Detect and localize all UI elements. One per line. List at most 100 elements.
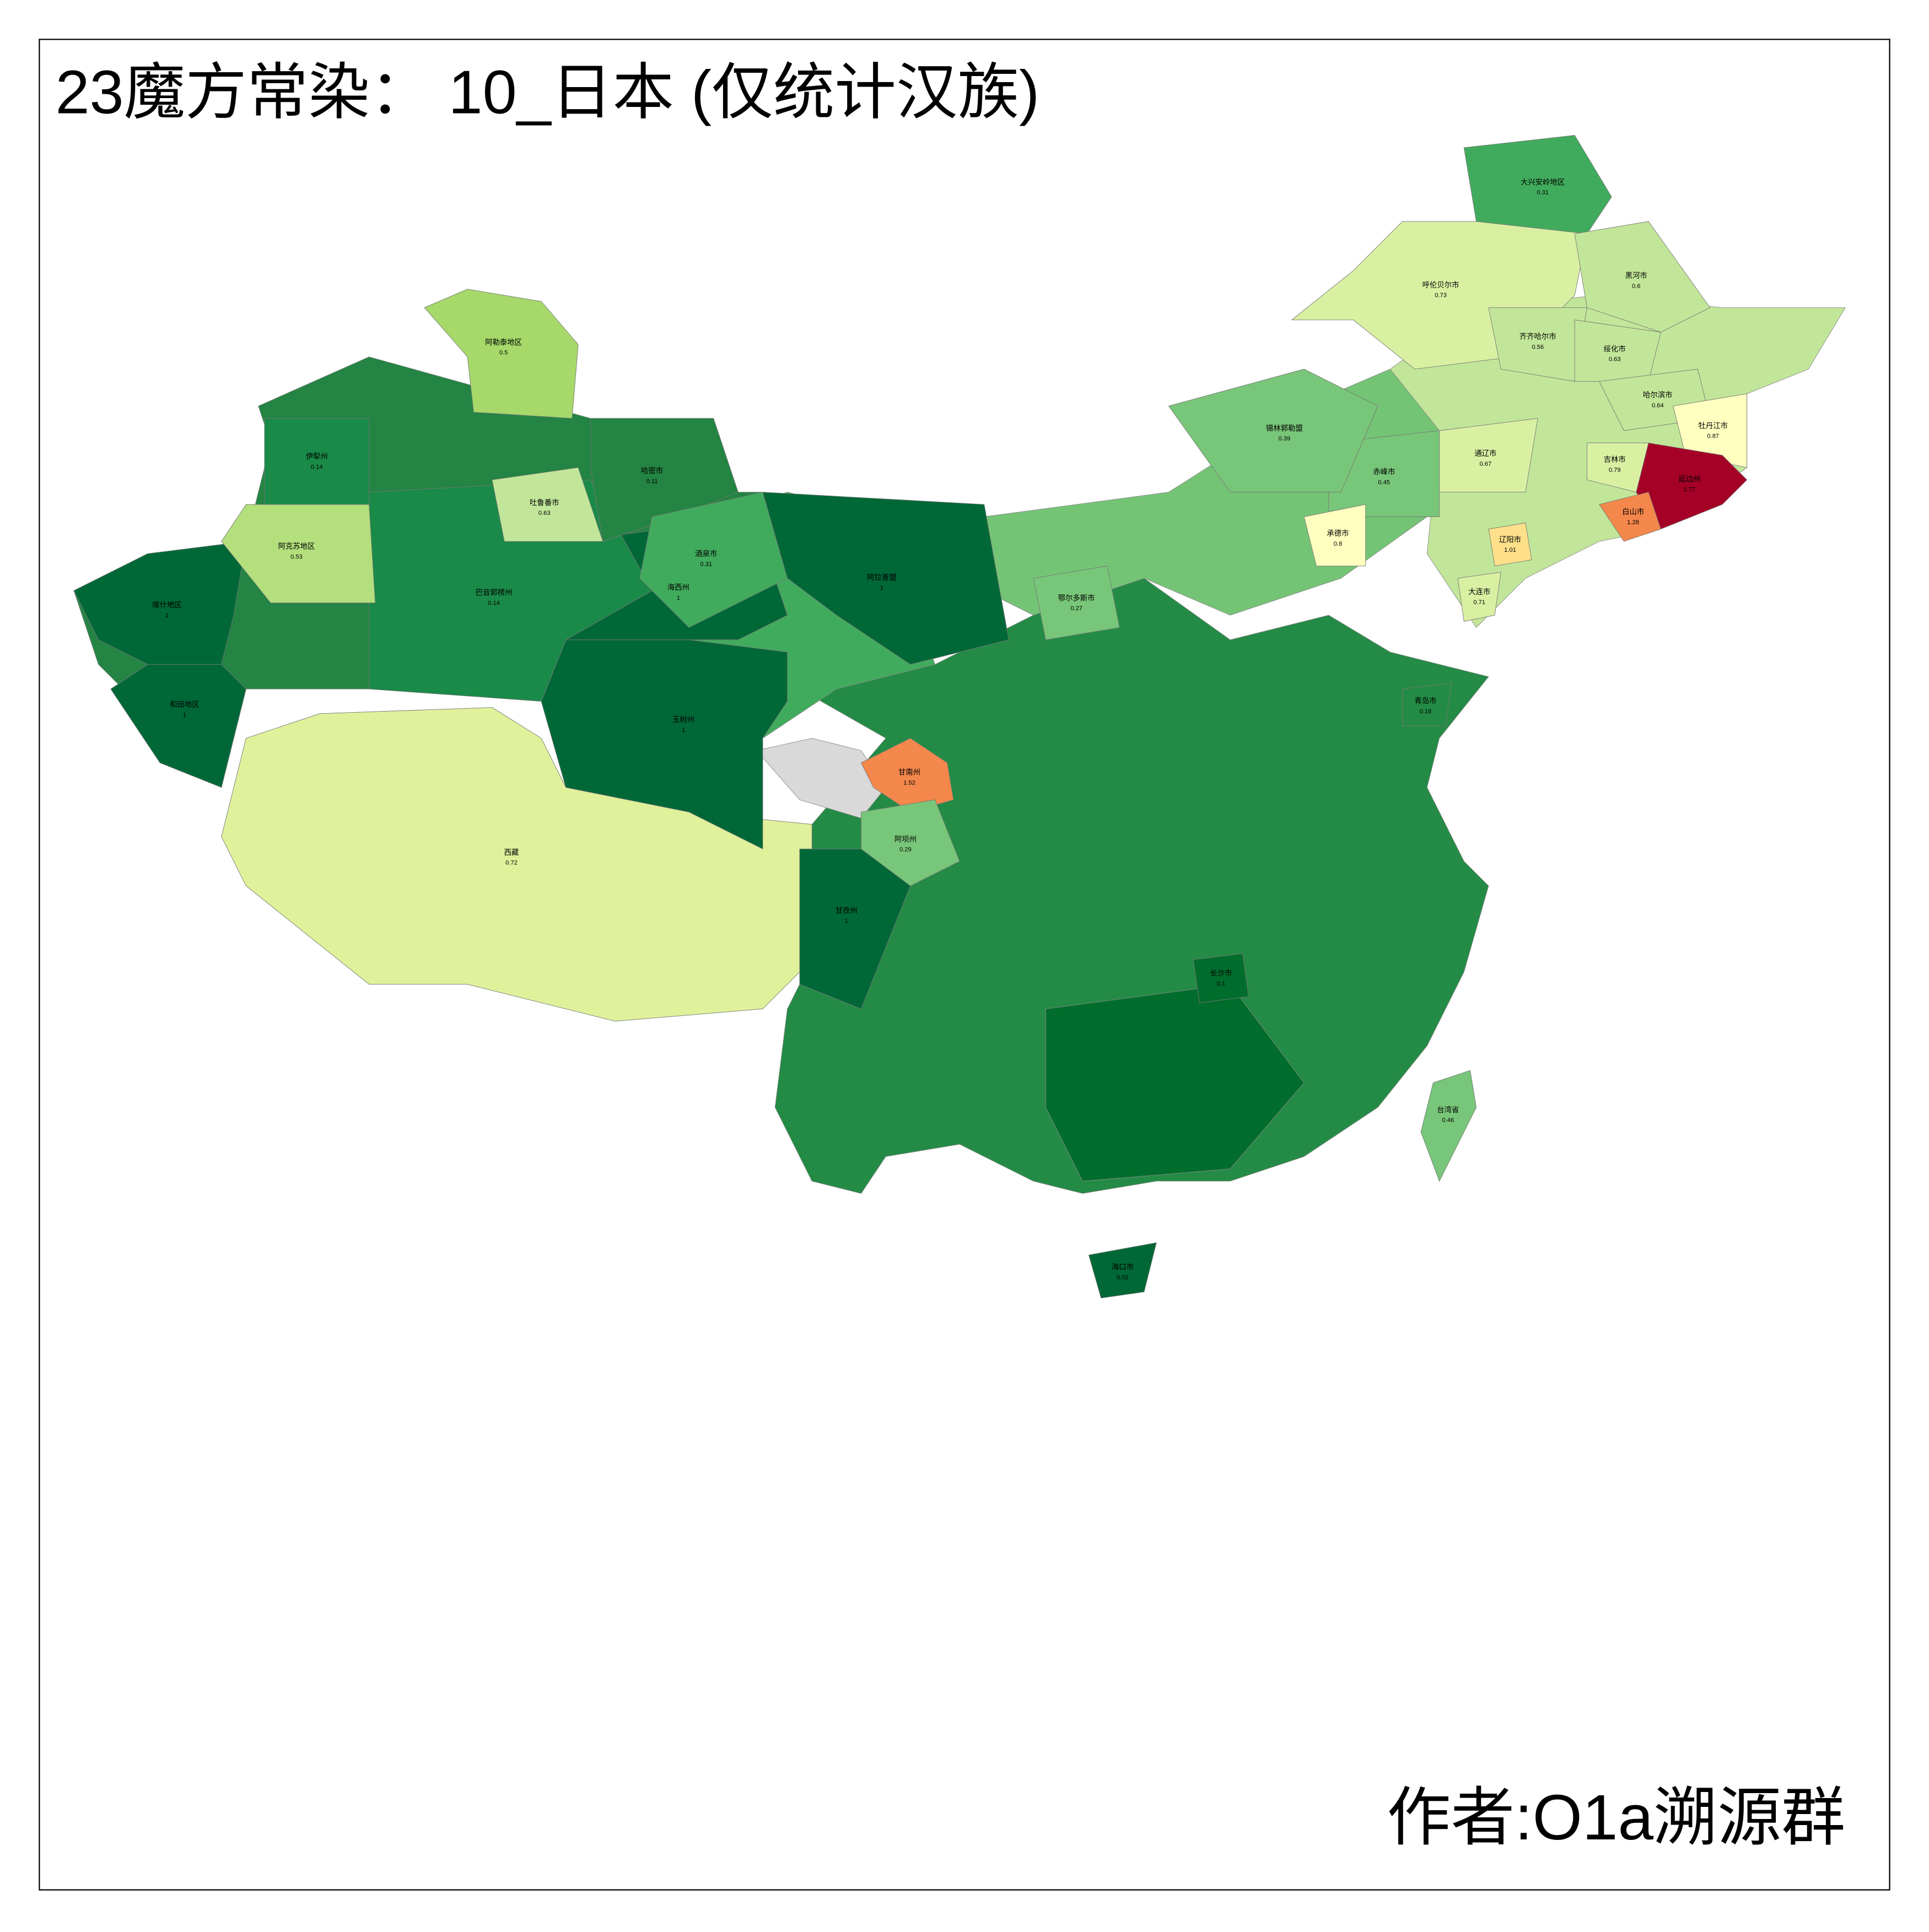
region — [1587, 443, 1649, 493]
region-name: 甘孜州 — [836, 906, 858, 914]
region-value: 0.71 — [1473, 599, 1485, 606]
regions — [73, 135, 1748, 1299]
map-title: 23魔方常染： 10_日本 (仅统计汉族) — [55, 57, 1039, 126]
region-value: 0.5 — [499, 349, 508, 356]
region-name: 赤峰市 — [1373, 467, 1395, 476]
region-name: 哈尔滨市 — [1643, 390, 1673, 399]
region — [1420, 1070, 1477, 1182]
region-name: 齐齐哈尔市 — [1520, 332, 1556, 341]
region — [639, 492, 788, 628]
region — [1193, 953, 1249, 1003]
region-value: 0.79 — [1609, 467, 1621, 473]
region-name: 承德市 — [1327, 529, 1349, 537]
region-name: 台湾省 — [1437, 1105, 1459, 1114]
region-name: 阿勒泰地区 — [485, 338, 522, 346]
region-name: 绥化市 — [1604, 344, 1626, 353]
region — [762, 492, 1009, 665]
region-value: 1.77 — [1684, 486, 1696, 493]
region-name: 阿拉善盟 — [867, 573, 897, 582]
region-name: 海口市 — [1112, 1262, 1134, 1271]
region-value: 0.72 — [505, 860, 518, 867]
region-name: 伊犁州 — [306, 453, 328, 461]
region-value: 1 — [183, 712, 186, 719]
region-name: 和田地区 — [170, 701, 200, 709]
region-value: 1 — [165, 612, 169, 619]
region-value: 0.11 — [646, 478, 658, 485]
region-name: 鄂尔多斯市 — [1058, 593, 1095, 602]
region-name: 阿克苏地区 — [278, 542, 315, 551]
region-name: 酒泉市 — [695, 549, 717, 558]
region — [73, 541, 246, 665]
region-value: 1 — [682, 727, 685, 734]
region-name: 阿坝州 — [895, 835, 917, 843]
region — [1488, 523, 1532, 567]
labels: 西藏 0.72 玉树州 1 海西州 1 喀什地区 1 和田地区 1 巴音郭楞州 0.14 阿克苏地区 0.… — [152, 178, 1728, 1281]
region — [799, 848, 911, 1009]
region-name: 青岛市 — [1414, 696, 1436, 705]
region — [1033, 566, 1120, 641]
region-value: 1.28 — [1627, 519, 1639, 526]
region-value: 1 — [880, 585, 883, 591]
region-value: 0.45 — [1378, 479, 1390, 486]
region-name: 海西州 — [667, 583, 689, 591]
region-name: 延边州 — [1678, 475, 1700, 483]
region-value: 0.8 — [1334, 541, 1343, 547]
region — [1168, 369, 1378, 493]
region-value: 0.39 — [1278, 435, 1290, 442]
region-name: 大兴安岭地区 — [1521, 178, 1565, 186]
region-name: 哈密市 — [641, 466, 663, 475]
region — [1673, 393, 1748, 468]
region-value: 0.27 — [1070, 605, 1082, 612]
region-value: 0.63 — [1609, 356, 1621, 363]
region-name: 辽阳市 — [1499, 535, 1521, 543]
region-name: 西藏 — [504, 848, 519, 857]
region-value: 0.56 — [1532, 344, 1544, 351]
region-value: 1.52 — [903, 779, 915, 786]
region-name: 黑河市 — [1625, 271, 1647, 279]
region — [1574, 221, 1711, 333]
region — [221, 707, 812, 1022]
region-name: 锡林郭勒盟 — [1266, 423, 1303, 432]
region — [1599, 492, 1661, 542]
region-value: 1 — [677, 595, 680, 601]
region — [221, 504, 376, 604]
region-value: 0.46 — [1442, 1117, 1454, 1124]
land — [774, 578, 1489, 1194]
region-name: 吐鲁番市 — [530, 498, 559, 507]
region-value: 0.29 — [899, 847, 912, 853]
region-value: 0.73 — [1435, 292, 1447, 299]
region-value: 1 — [845, 918, 848, 924]
region-value: 0.63 — [538, 510, 551, 516]
region — [1457, 572, 1501, 622]
region-value: 0.02 — [1117, 1274, 1129, 1281]
region-name: 玉树州 — [672, 715, 694, 724]
region-value: 0.6 — [1632, 283, 1641, 289]
region-name: 白山市 — [1622, 507, 1644, 516]
region — [1088, 1242, 1157, 1299]
region — [1463, 135, 1612, 234]
region-value: 0.1 — [1217, 981, 1226, 987]
region-name: 巴音郭楞州 — [476, 588, 513, 597]
region-value: 0.14 — [488, 600, 500, 607]
region-name: 喀什地区 — [152, 601, 182, 609]
region-name: 牡丹江市 — [1699, 421, 1728, 430]
region — [264, 418, 370, 505]
region-name: 长沙市 — [1210, 968, 1232, 977]
region-name: 大连市 — [1468, 587, 1490, 596]
region-value: 1.01 — [1504, 547, 1516, 553]
region-name: 吉林市 — [1604, 455, 1626, 464]
region — [424, 289, 579, 419]
region-name: 呼伦贝尔市 — [1422, 280, 1459, 289]
region — [1303, 504, 1366, 567]
region — [1402, 682, 1452, 726]
region-name: 通辽市 — [1474, 449, 1496, 458]
region-value: 0.53 — [290, 553, 303, 560]
region-value: 0.16 — [1420, 708, 1432, 715]
region-value: 0.87 — [1707, 433, 1719, 440]
region — [110, 664, 246, 788]
region-name: 甘南州 — [898, 768, 920, 777]
region-value: 0.64 — [1652, 402, 1664, 409]
region — [860, 738, 954, 812]
